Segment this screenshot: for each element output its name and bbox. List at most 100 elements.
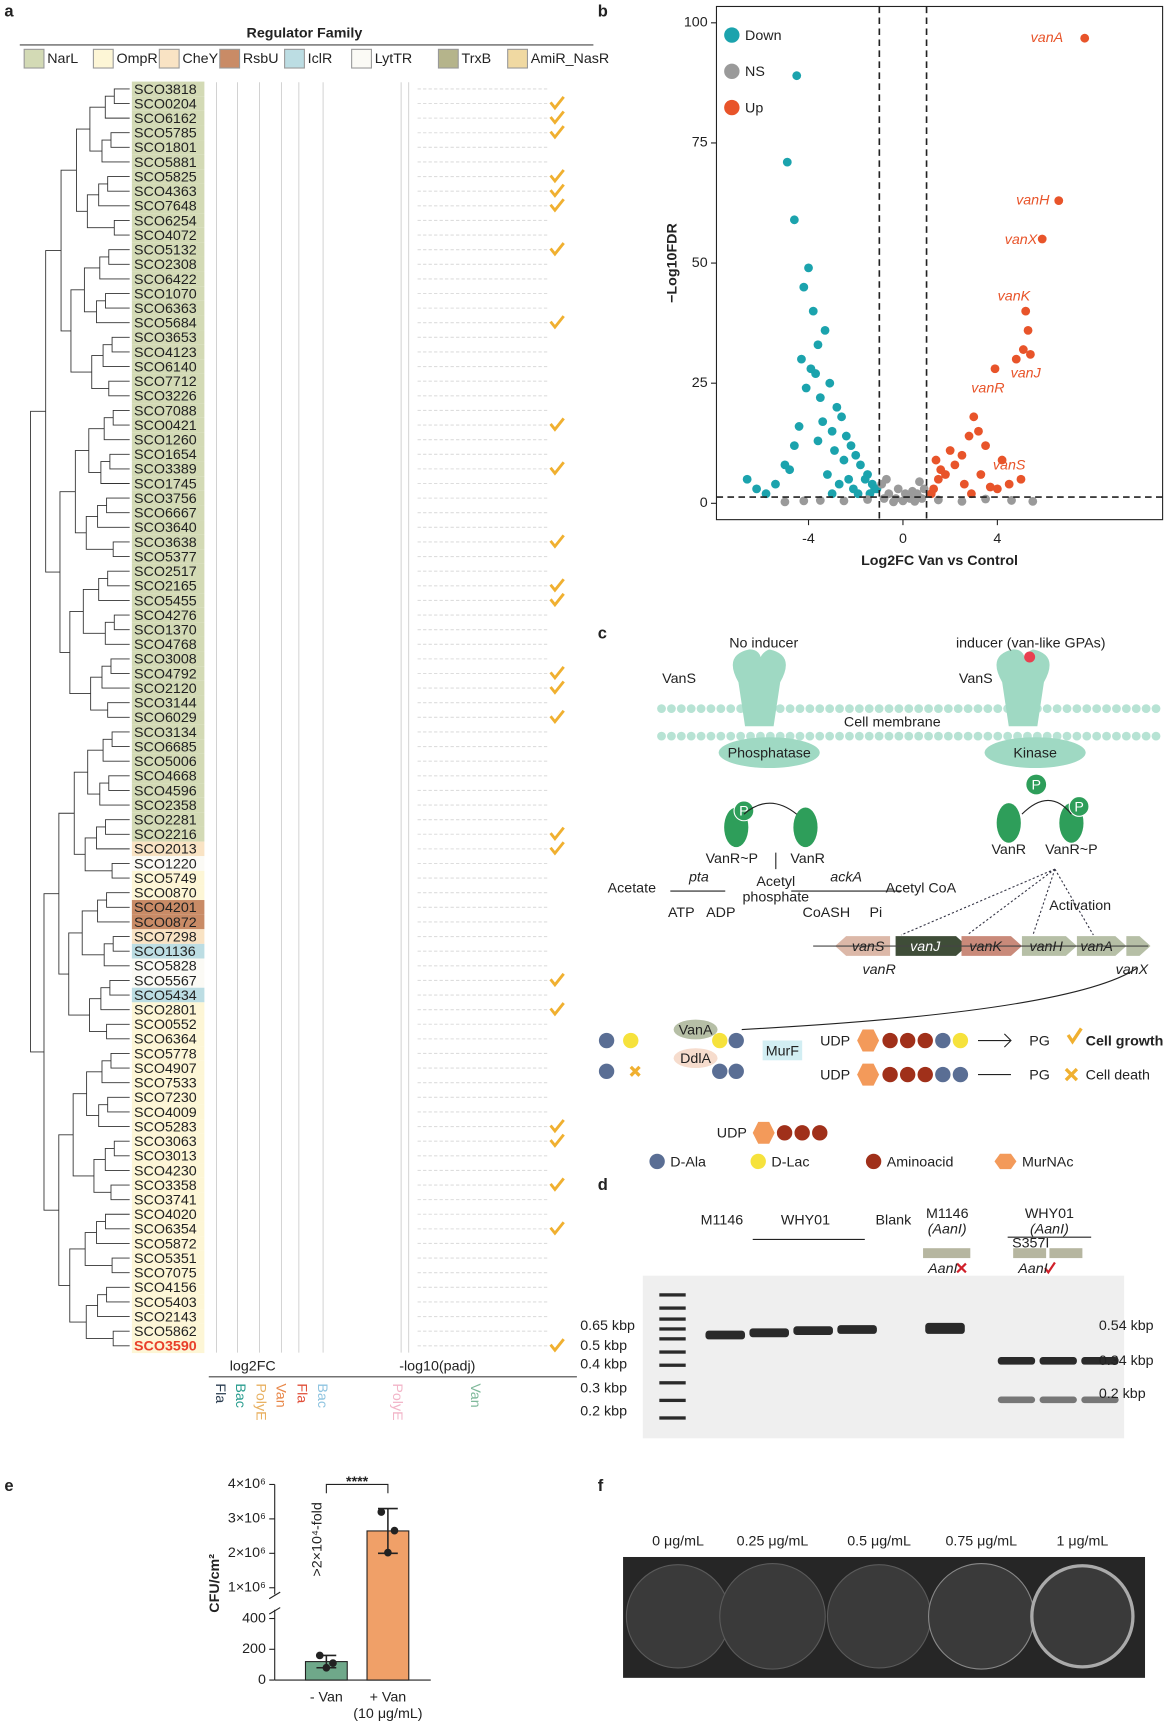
label: Phosphatase: [728, 745, 811, 761]
dendrogram: [84, 1232, 113, 1266]
family-cell: [131, 753, 205, 769]
label: DdlA: [680, 1051, 711, 1067]
point: [823, 470, 832, 479]
point: [377, 1508, 386, 1516]
gene-label: SCO4201: [134, 900, 197, 916]
dendrogram: [104, 1148, 130, 1171]
lipid: [667, 704, 676, 714]
gene-label: SCO3134: [134, 725, 197, 741]
size-label: 0.4 kbp: [580, 1356, 627, 1372]
family-cell: [131, 1046, 205, 1061]
legend-swatch: [219, 48, 241, 69]
gene-label: SCO7712: [134, 374, 197, 390]
dendrogram: [106, 1286, 130, 1303]
family-cell: [131, 154, 205, 170]
gene-label: SCO5351: [134, 1251, 197, 1267]
family-cell: [131, 710, 205, 725]
dendrogram: [96, 826, 130, 850]
point: [917, 494, 927, 503]
dendrogram: [98, 1104, 130, 1127]
gene-label: SCO0870: [134, 886, 197, 902]
concentration-label: 0.25 μg/mL: [737, 1533, 809, 1549]
dendrogram: [76, 128, 90, 212]
family-cell: [131, 768, 205, 784]
check: [549, 242, 565, 257]
check: [549, 826, 565, 841]
concentration-label: 1 μg/mL: [1056, 1533, 1108, 1549]
point: [964, 431, 974, 441]
legend-label: NS: [745, 64, 765, 80]
gene-label: SCO2216: [134, 827, 197, 843]
check: [549, 417, 565, 432]
lipid: [1102, 731, 1111, 741]
family-cell: [131, 593, 205, 608]
family-cell: [131, 490, 205, 506]
y-tick-label: 4×10⁶: [228, 1476, 266, 1492]
lipid: [993, 704, 1003, 714]
label: ATP: [668, 905, 695, 921]
family-cell: [131, 520, 205, 535]
gene-label: SCO4020: [134, 1207, 197, 1223]
bands: [659, 1293, 1119, 1420]
legend-title: Regulator Family: [247, 26, 363, 42]
check: [549, 1177, 565, 1192]
point: [815, 393, 825, 403]
x-tick-label: + Van: [370, 1689, 407, 1705]
dendrogram: [106, 892, 130, 908]
operon: [813, 936, 1151, 956]
family-cell: [131, 198, 205, 214]
dendrogram: [110, 1184, 130, 1201]
lipid: [795, 731, 805, 741]
gene-label: SCO6162: [134, 111, 197, 127]
family-cell: [131, 622, 205, 637]
annotation: vanH: [1016, 192, 1050, 208]
annotation: vanX: [1005, 232, 1038, 248]
phospho: [1068, 796, 1090, 817]
panel-label: c: [598, 624, 607, 642]
arrow: [741, 967, 1138, 1031]
family-cell: [131, 578, 205, 594]
point: [889, 497, 898, 507]
dendrogram: [105, 819, 130, 835]
vans-left: [732, 649, 786, 727]
family-cell: [131, 388, 205, 404]
dendrogram: [112, 936, 130, 952]
lipid: [864, 704, 874, 714]
family-cell: [131, 169, 205, 184]
lipid: [825, 731, 835, 741]
lipid: [934, 731, 943, 741]
family-cell: [131, 929, 205, 944]
gene-label: SCO3358: [134, 1178, 197, 1194]
gene-label: SCO6140: [134, 359, 197, 375]
lipid: [716, 731, 726, 741]
point: [959, 479, 969, 489]
family-cell: [131, 271, 205, 287]
size-label: 0.3 kbp: [580, 1381, 627, 1397]
cross: [956, 1262, 967, 1274]
lipid: [1112, 704, 1121, 714]
point: [945, 446, 955, 455]
lipid: [894, 704, 904, 714]
dendrogram: [74, 450, 89, 534]
legend-label: D-Lac: [771, 1154, 809, 1170]
gene-label: SCO6354: [134, 1222, 197, 1238]
lipid: [914, 731, 924, 741]
concentration-label: 0 μg/mL: [652, 1533, 704, 1549]
category-note: (10 μg/mL): [353, 1706, 422, 1722]
gene-label: SCO3638: [134, 535, 197, 551]
point: [907, 486, 917, 496]
lipid: [1141, 704, 1151, 714]
dendrogram: [113, 614, 130, 631]
lipid: [667, 731, 676, 741]
inducer: [1024, 651, 1036, 663]
label: Activation: [1049, 898, 1111, 914]
dendrogram: [102, 738, 130, 762]
lipid: [1151, 731, 1161, 741]
panel-b: b -4 0 4 0 25 50 75 100 Log2FC Van vs Control −Lo…: [598, 2, 1164, 569]
gel: [642, 1275, 1125, 1439]
legend-marker: [724, 63, 740, 80]
point: [827, 489, 837, 499]
x-tick-label: 4: [993, 531, 1001, 547]
panel-label: f: [598, 1477, 604, 1495]
lipid: [696, 731, 706, 741]
